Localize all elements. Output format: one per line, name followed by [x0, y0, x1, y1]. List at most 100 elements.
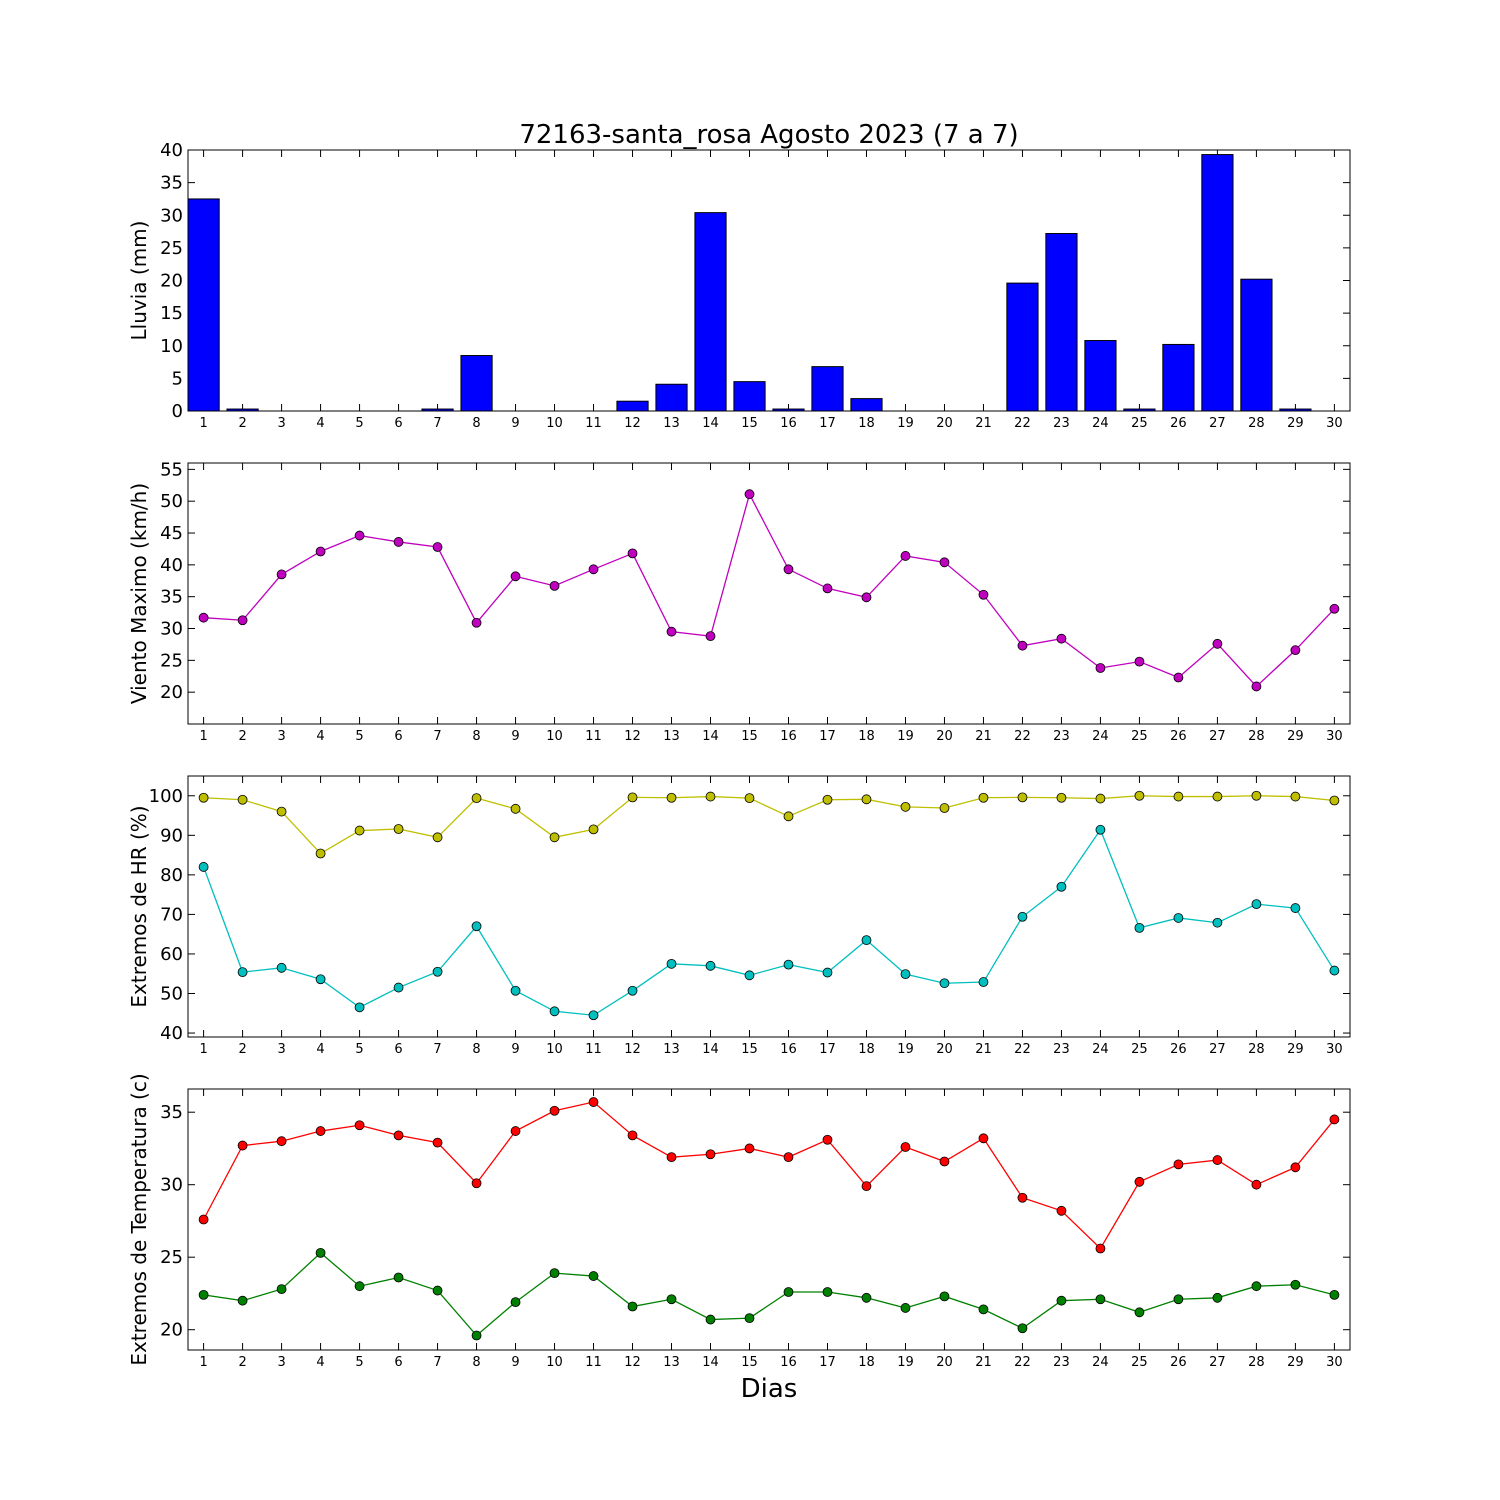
data-point	[276, 806, 287, 817]
x-tick-label: 9	[511, 1355, 519, 1370]
data-point	[939, 978, 950, 989]
x-tick-label: 23	[1053, 1042, 1070, 1057]
data-point	[1251, 681, 1262, 692]
x-tick-label: 27	[1209, 729, 1226, 744]
x-tick-label: 18	[858, 1355, 875, 1370]
data-point	[1134, 1176, 1145, 1187]
data-point	[588, 1271, 599, 1281]
x-tick-label: 10	[546, 416, 563, 431]
y-tick-label: 20	[160, 682, 183, 703]
x-tick-label: 23	[1053, 416, 1070, 431]
x-tick-label: 16	[780, 729, 797, 744]
x-tick-label: 20	[936, 729, 953, 744]
data-point	[315, 848, 326, 859]
plot-frame	[187, 462, 1351, 725]
rain-bar	[226, 408, 259, 412]
x-tick-label: 14	[702, 1355, 719, 1370]
x-tick-label: 5	[355, 416, 363, 431]
x-tick-label: 10	[546, 1355, 563, 1370]
data-point	[393, 537, 404, 547]
y-tick-label: 40	[160, 140, 183, 161]
rain-bar	[811, 366, 844, 412]
x-tick-label: 11	[585, 416, 602, 431]
y-tick-label: 100	[149, 786, 183, 807]
data-point	[861, 1181, 872, 1192]
data-point	[1134, 790, 1145, 801]
data-point	[1290, 791, 1301, 802]
data-point	[822, 1287, 833, 1297]
x-tick-label: 5	[355, 1355, 363, 1370]
x-tick-label: 8	[472, 416, 480, 431]
x-tick-label: 6	[394, 1042, 402, 1057]
data-point	[744, 1313, 755, 1323]
rain-bar	[1240, 278, 1273, 412]
rain-bar	[1201, 154, 1234, 412]
x-tick-label: 12	[624, 1042, 641, 1057]
x-tick-label: 4	[316, 1042, 324, 1057]
data-point	[1056, 792, 1067, 803]
rain-bar	[655, 383, 688, 412]
x-tick-label: 27	[1209, 1355, 1226, 1370]
y-tick-label: 10	[160, 336, 183, 357]
data-point	[1056, 1295, 1067, 1306]
x-tick-label: 23	[1053, 1355, 1070, 1370]
x-tick-label: 30	[1326, 1042, 1343, 1057]
data-point	[354, 825, 365, 836]
data-point	[432, 1285, 443, 1296]
data-point	[783, 1287, 794, 1297]
data-point	[1017, 640, 1028, 651]
data-point	[354, 1120, 365, 1131]
series-line-1	[203, 795, 1335, 855]
x-tick-label: 13	[663, 729, 680, 744]
x-tick-label: 27	[1209, 416, 1226, 431]
data-point	[1173, 1294, 1184, 1305]
x-tick-label: 16	[780, 1042, 797, 1057]
x-tick-label: 20	[936, 416, 953, 431]
data-point	[783, 1152, 794, 1163]
data-point	[939, 1156, 950, 1167]
data-point	[471, 1330, 482, 1341]
y-tick-label: 55	[160, 459, 183, 480]
x-tick-label: 5	[355, 1042, 363, 1057]
data-point	[861, 592, 872, 603]
x-tick-label: 30	[1326, 729, 1343, 744]
x-tick-label: 22	[1014, 1042, 1031, 1057]
y-tick-label: 20	[160, 271, 183, 292]
data-point	[900, 801, 911, 812]
data-point	[705, 960, 716, 971]
data-point	[237, 615, 248, 626]
series-line-2	[203, 1251, 1335, 1337]
x-tick-label: 21	[975, 729, 992, 744]
x-tick-label: 15	[741, 1355, 758, 1370]
data-point	[393, 1272, 404, 1283]
rain-bar	[616, 400, 649, 412]
data-point	[471, 617, 482, 628]
data-point	[861, 794, 872, 805]
x-tick-label: 1	[199, 1355, 207, 1370]
x-tick-label: 21	[975, 1355, 992, 1370]
data-point	[549, 1105, 560, 1116]
x-tick-label: 18	[858, 1042, 875, 1057]
data-point	[354, 1281, 365, 1292]
data-point	[666, 958, 677, 969]
data-point	[549, 580, 560, 591]
x-tick-label: 6	[394, 1355, 402, 1370]
y-tick-label: 90	[160, 825, 183, 846]
rain-bar	[1123, 408, 1156, 412]
rain-bar	[1084, 340, 1117, 412]
y-tick-label: 40	[160, 555, 183, 576]
data-point	[744, 1143, 755, 1154]
data-point	[1290, 903, 1301, 913]
x-tick-label: 2	[238, 729, 246, 744]
x-tick-label: 6	[394, 416, 402, 431]
data-point	[1056, 881, 1067, 892]
x-tick-label: 24	[1092, 416, 1109, 431]
x-tick-label: 1	[199, 416, 207, 431]
data-point	[1251, 1179, 1262, 1190]
y-tick-label: 60	[160, 944, 183, 965]
data-point	[237, 967, 248, 978]
x-tick-label: 22	[1014, 1355, 1031, 1370]
x-tick-label: 25	[1131, 1355, 1148, 1370]
data-point	[588, 824, 599, 835]
